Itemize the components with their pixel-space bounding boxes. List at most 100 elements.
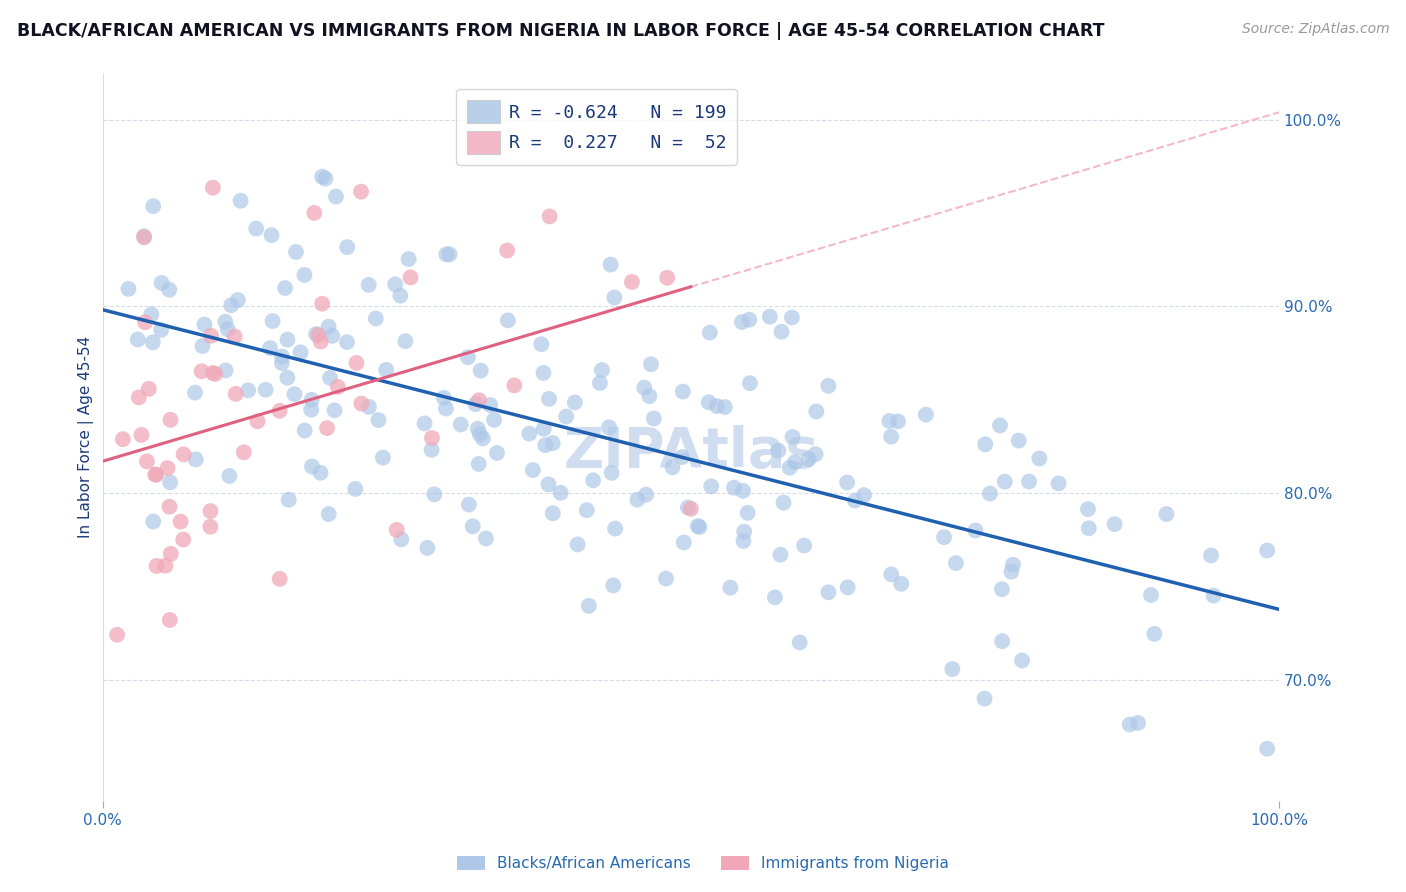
Point <box>605 522 627 536</box>
Point <box>686 519 709 533</box>
Point <box>423 487 446 501</box>
Point <box>311 169 333 184</box>
Point <box>294 424 316 438</box>
Point <box>738 376 761 391</box>
Point <box>496 244 519 258</box>
Point <box>150 276 173 290</box>
Point <box>434 247 457 261</box>
Point <box>169 515 191 529</box>
Point <box>318 507 340 521</box>
Text: Source: ZipAtlas.com: Source: ZipAtlas.com <box>1241 22 1389 37</box>
Point <box>688 520 710 534</box>
Point <box>450 417 472 432</box>
Point <box>155 558 177 573</box>
Point <box>336 240 359 254</box>
Point <box>344 482 367 496</box>
Point <box>1199 549 1222 563</box>
Point <box>657 270 679 285</box>
Point <box>117 282 139 296</box>
Point <box>274 281 297 295</box>
Point <box>299 402 322 417</box>
Point <box>817 585 839 599</box>
Point <box>193 318 215 332</box>
Point <box>991 634 1014 648</box>
Point <box>132 229 155 244</box>
Point <box>201 180 224 194</box>
Point <box>357 277 380 292</box>
Point <box>1047 476 1070 491</box>
Point <box>111 432 134 446</box>
Point <box>671 450 693 464</box>
Point <box>159 413 181 427</box>
Point <box>797 452 820 467</box>
Point <box>655 572 678 586</box>
Point <box>974 437 997 451</box>
Point <box>479 398 502 412</box>
Point <box>817 379 839 393</box>
Point <box>269 572 291 586</box>
Point <box>350 396 373 410</box>
Point <box>679 501 702 516</box>
Point <box>772 496 794 510</box>
Point <box>467 422 489 436</box>
Point <box>190 364 212 378</box>
Legend: R = -0.624   N = 199, R =  0.227   N =  52: R = -0.624 N = 199, R = 0.227 N = 52 <box>457 89 737 165</box>
Point <box>853 488 876 502</box>
Point <box>200 328 222 343</box>
Point <box>564 395 586 409</box>
Point <box>1156 507 1178 521</box>
Point <box>142 335 165 350</box>
Point <box>200 504 222 518</box>
Point <box>994 475 1017 489</box>
Point <box>496 313 519 327</box>
Point <box>1000 565 1022 579</box>
Point <box>434 401 457 416</box>
Point <box>475 532 498 546</box>
Point <box>1018 475 1040 489</box>
Point <box>276 370 298 384</box>
Point <box>578 599 600 613</box>
Point <box>318 319 340 334</box>
Point <box>837 581 859 595</box>
Point <box>420 442 443 457</box>
Point <box>457 350 479 364</box>
Point <box>159 475 181 490</box>
Point <box>323 403 346 417</box>
Point <box>371 450 394 465</box>
Point <box>138 382 160 396</box>
Point <box>1002 558 1025 572</box>
Point <box>538 210 561 224</box>
Point <box>714 400 737 414</box>
Point <box>336 335 359 350</box>
Point <box>344 356 367 370</box>
Point <box>384 277 406 292</box>
Point <box>640 357 662 371</box>
Point <box>517 426 540 441</box>
Point <box>156 461 179 475</box>
Point <box>1256 741 1278 756</box>
Point <box>461 519 484 533</box>
Text: ZIPAtlas: ZIPAtlas <box>562 425 818 479</box>
Point <box>309 334 332 349</box>
Point <box>204 367 226 381</box>
Point <box>201 366 224 380</box>
Point <box>399 270 422 285</box>
Point <box>1119 717 1142 731</box>
Point <box>145 558 167 573</box>
Point <box>973 691 995 706</box>
Point <box>731 315 754 329</box>
Point <box>214 363 236 377</box>
Point <box>1104 517 1126 532</box>
Point <box>467 457 489 471</box>
Point <box>468 427 491 442</box>
Point <box>326 380 349 394</box>
Point <box>537 477 560 491</box>
Point <box>470 364 492 378</box>
Point <box>598 420 620 434</box>
Point <box>672 384 695 399</box>
Point <box>541 436 564 450</box>
Point <box>321 328 343 343</box>
Point <box>643 411 665 425</box>
Point <box>229 194 252 208</box>
Point <box>782 430 804 444</box>
